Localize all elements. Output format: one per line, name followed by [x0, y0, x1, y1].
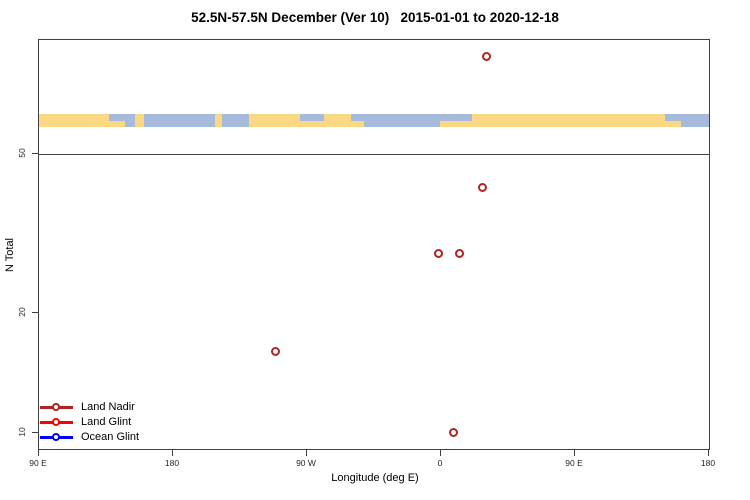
- map-strip-segment-land: [39, 114, 110, 127]
- x-tick-0: [440, 450, 441, 456]
- data-point-land-nadir: [433, 249, 443, 259]
- land-ocean-map-strip: [39, 114, 709, 127]
- land-nadir-symbol-icon: [40, 400, 73, 415]
- reference-line-50: [39, 154, 709, 155]
- map-strip-segment-land: [472, 114, 666, 127]
- x-tick-90E: [574, 450, 575, 456]
- data-point-land-nadir: [477, 183, 487, 193]
- x-tick-180: [172, 450, 173, 456]
- y-axis-title: N Total: [4, 237, 16, 273]
- x-tick-label-90W: 90 W: [296, 458, 316, 468]
- map-strip-segment-coast: [300, 121, 324, 127]
- x-tick-label-180: 180: [700, 458, 716, 468]
- x-tick-90W: [306, 450, 307, 456]
- legend-label-ocean-glint: Ocean Glint: [81, 431, 140, 443]
- x-tick-label-90E: 90 E: [29, 458, 47, 468]
- y-tick-20: [32, 312, 38, 313]
- y-tick-label-20: 20: [17, 307, 27, 317]
- legend-label-land-glint: Land Glint: [81, 416, 132, 428]
- land-glint-symbol-icon: [40, 415, 73, 430]
- x-axis-title: Longitude (deg E): [331, 472, 419, 484]
- map-strip-segment-land: [323, 114, 351, 127]
- legend: Land Nadir Land Glint Ocean Glint: [40, 400, 139, 445]
- data-point-land-nadir: [482, 52, 492, 62]
- map-strip-segment-land: [135, 114, 144, 127]
- x-tick-90E: [38, 450, 39, 456]
- legend-row-ocean-glint: Ocean Glint: [40, 430, 139, 445]
- plot-area: [38, 39, 710, 450]
- map-strip-segment-coast: [350, 121, 364, 127]
- map-strip-segment-land: [248, 114, 301, 127]
- x-tick-180: [708, 450, 709, 456]
- y-tick-label-10: 10: [17, 427, 27, 437]
- data-point-land-nadir: [454, 249, 464, 259]
- map-strip-segment-coast: [665, 121, 681, 127]
- legend-row-land-nadir: Land Nadir: [40, 400, 139, 415]
- y-tick-label-50: 50: [17, 148, 27, 158]
- x-tick-label-180: 180: [164, 458, 180, 468]
- legend-row-land-glint: Land Glint: [40, 415, 139, 430]
- map-strip-segment-land: [215, 114, 222, 127]
- x-tick-label-90E: 90 E: [565, 458, 583, 468]
- ocean-glint-symbol-icon: [40, 430, 73, 445]
- x-tick-label-0: 0: [437, 458, 443, 468]
- chart-title: 52.5N-57.5N December (Ver 10) 2015-01-01…: [191, 10, 559, 25]
- data-point-land-nadir: [448, 428, 458, 438]
- map-strip-segment-coast: [109, 121, 125, 127]
- y-tick-50: [32, 153, 38, 154]
- y-tick-10: [32, 432, 38, 433]
- data-point-land-nadir: [271, 346, 281, 356]
- map-strip-segment-coast: [439, 121, 473, 127]
- legend-label-land-nadir: Land Nadir: [81, 401, 135, 413]
